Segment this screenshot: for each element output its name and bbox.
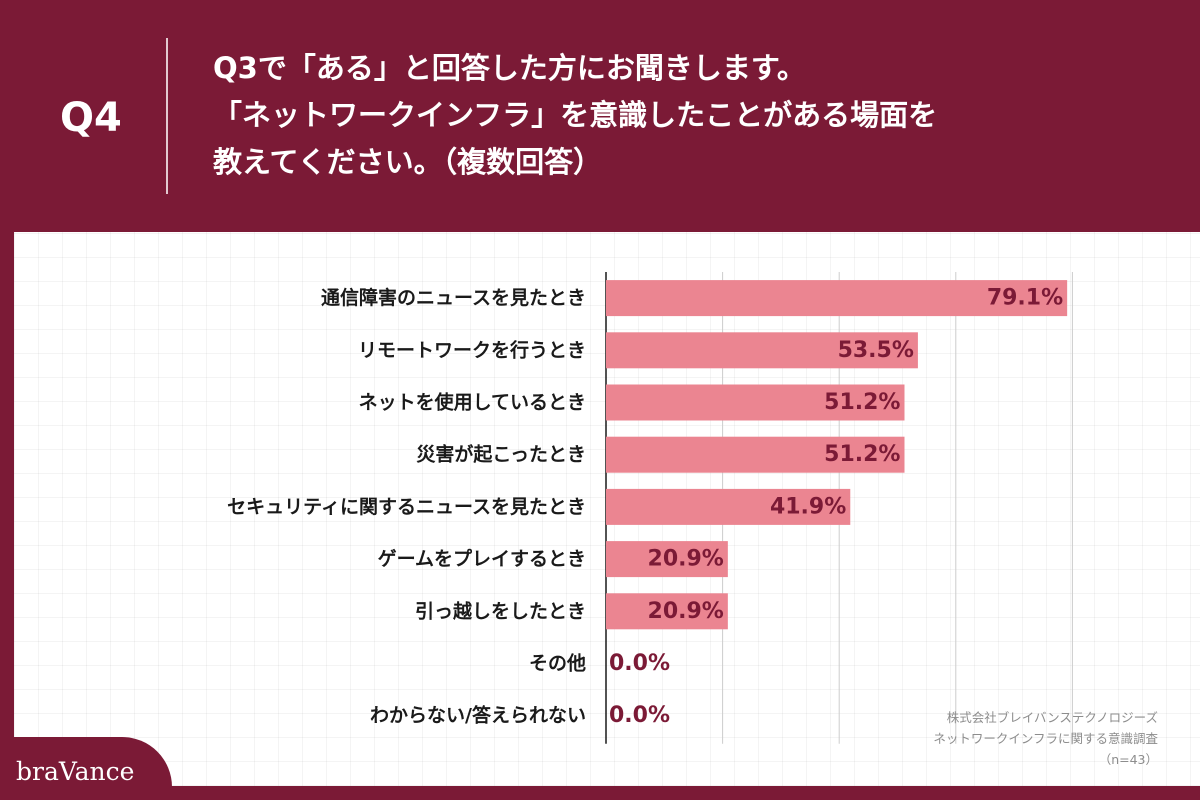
bar-chart: 通信障害のニュースを見たとき 79.1% リモートワークを行うとき 53.5% ネットを… <box>227 272 1073 744</box>
category-label-7: その他 <box>529 652 586 675</box>
question-text: Q3で「ある」と回答した方にお聞きします。 「ネットワークインフラ」を意識したこ… <box>213 45 937 186</box>
value-label-7: 0.0% <box>609 651 670 676</box>
value-label-4: 41.9% <box>770 494 846 519</box>
logo-tab: braVance <box>0 737 172 800</box>
category-label-3: 災害が起こったとき <box>416 443 586 466</box>
category-label-6: 引っ越しをしたとき <box>415 599 586 622</box>
source-company: 株式会社ブレイバンステクノロジーズ <box>946 710 1158 725</box>
category-label-4: セキュリティに関するニュースを見たとき <box>227 496 586 518</box>
value-label-2: 51.2% <box>824 390 900 415</box>
category-label-0: 通信障害のニュースを見たとき <box>321 286 586 309</box>
category-label-1: リモートワークを行うとき <box>358 338 586 361</box>
header-divider <box>166 38 168 194</box>
source-note: 株式会社ブレイバンステクノロジーズ ネットワークインフラに関する意識調査 （n=… <box>933 707 1158 770</box>
bar-1 <box>606 332 918 369</box>
question-line-3: 教えてください。（複数回答） <box>213 145 603 179</box>
bar-0 <box>606 280 1068 317</box>
value-label-3: 51.2% <box>824 442 900 467</box>
category-label-5: ゲームをプレイするとき <box>378 547 586 570</box>
question-line-1: Q3で「ある」と回答した方にお聞きします。 <box>213 51 806 85</box>
question-line-2: 「ネットワークインフラ」を意識したことがある場面を <box>213 98 938 132</box>
value-label-6: 20.9% <box>648 599 724 624</box>
header: Q4 Q3で「ある」と回答した方にお聞きします。 「ネットワークインフラ」を意識… <box>0 0 1200 232</box>
bar-6 <box>606 593 728 630</box>
source-survey-title: ネットワークインフラに関する意識調査 <box>933 731 1158 746</box>
value-label-5: 20.9% <box>648 547 724 572</box>
value-label-8: 0.0% <box>609 703 670 728</box>
chart-panel: 通信障害のニュースを見たとき 79.1% リモートワークを行うとき 53.5% ネットを… <box>14 232 1200 786</box>
question-number: Q4 <box>60 95 122 141</box>
bar-5 <box>606 541 728 578</box>
source-sample-size: （n=43） <box>1098 752 1158 767</box>
bar-2 <box>606 384 905 421</box>
bar-3 <box>606 436 905 473</box>
value-label-0: 79.1% <box>987 286 1063 311</box>
category-label-8: わからない/答えられない <box>370 704 586 727</box>
category-label-2: ネットを使用しているとき <box>359 392 586 414</box>
bar-4 <box>606 488 851 525</box>
bravance-logo: braVance <box>16 757 135 786</box>
value-label-1: 53.5% <box>838 338 914 363</box>
